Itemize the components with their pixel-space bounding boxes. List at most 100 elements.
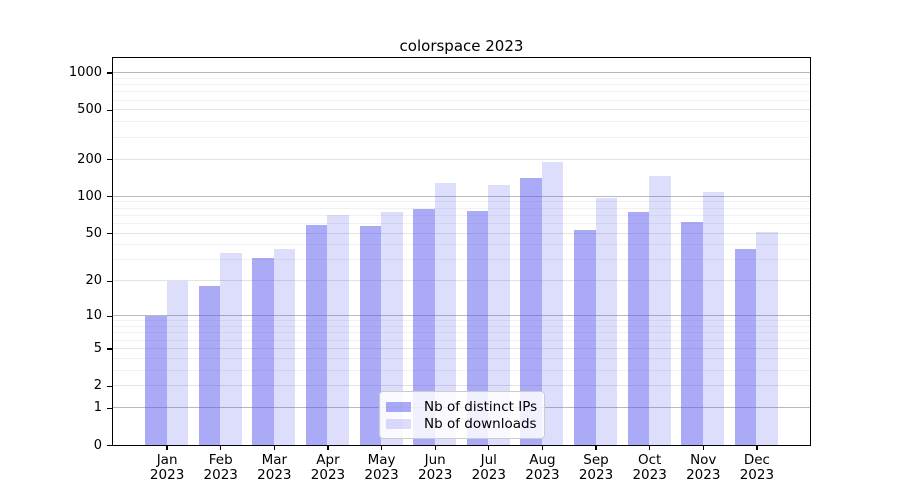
legend: Nb of distinct IPs Nb of downloads: [379, 391, 545, 439]
gridline: [113, 232, 810, 234]
x-tick-label: Jun 2023: [418, 451, 453, 483]
y-tick: [106, 407, 113, 409]
bar-downloads: [649, 175, 671, 445]
gridline: [113, 332, 810, 334]
x-tick: [434, 445, 436, 450]
legend-swatch-downloads: [386, 418, 411, 429]
x-tick-label: Oct 2023: [632, 451, 667, 483]
bar-downloads: [488, 185, 510, 445]
x-tick: [595, 445, 597, 450]
y-tick-label: 100: [77, 188, 102, 204]
y-tick: [106, 158, 113, 161]
gridline: [113, 339, 810, 341]
y-tick-label: 0: [93, 437, 102, 453]
gridline: [113, 357, 810, 359]
y-tick-label: 1: [93, 400, 102, 416]
x-tick-label: May 2023: [364, 451, 399, 483]
x-tick: [541, 445, 544, 450]
bar-distinct-ips: [198, 286, 221, 445]
legend-label-distinct-ips: Nb of distinct IPs: [424, 399, 538, 416]
gridline: [113, 201, 810, 203]
x-tick: [488, 445, 490, 450]
x-tick-label: Jul 2023: [471, 451, 506, 483]
x-tick-label: Dec 2023: [739, 451, 775, 483]
bar-distinct-ips: [252, 258, 274, 445]
legend-swatch-distinct-ips: [386, 402, 411, 413]
gridline: [113, 91, 810, 93]
y-tick-label: 20: [85, 273, 102, 289]
gridline: [113, 195, 810, 197]
bar-downloads: [166, 280, 189, 445]
gridline: [113, 320, 810, 322]
bar-distinct-ips: [413, 209, 435, 445]
x-tick: [166, 445, 168, 450]
bar-downloads: [756, 232, 778, 445]
bar-downloads: [702, 191, 725, 445]
gridline: [113, 109, 810, 111]
bar-distinct-ips: [359, 226, 382, 445]
x-tick: [220, 445, 222, 450]
x-tick-label: Sep 2023: [578, 451, 614, 483]
gridline: [113, 207, 810, 209]
legend-item-distinct-ips: Nb of distinct IPs: [386, 399, 538, 416]
y-tick-label: 500: [77, 102, 102, 118]
y-tick: [106, 72, 113, 74]
x-tick-label: Feb 2023: [203, 451, 238, 483]
gridline: [113, 99, 810, 101]
plot-area: [112, 57, 811, 446]
gridline: [113, 214, 810, 216]
bar-downloads: [327, 215, 349, 445]
gridline: [113, 280, 810, 282]
bar-distinct-ips: [145, 315, 167, 445]
y-tick: [106, 196, 113, 198]
gridline: [113, 369, 810, 371]
x-tick: [380, 445, 383, 450]
legend-label-downloads: Nb of downloads: [424, 415, 537, 432]
bar-downloads: [381, 211, 403, 445]
bar-distinct-ips: [681, 221, 703, 445]
gridline: [113, 136, 810, 138]
gridline: [113, 259, 810, 261]
x-tick-label: Jan 2023: [149, 451, 185, 483]
gridline: [113, 84, 810, 86]
y-tick-label: 50: [85, 225, 102, 241]
y-tick-label: 1000: [68, 65, 102, 81]
y-tick: [106, 348, 113, 350]
y-tick-label: 200: [77, 151, 102, 167]
gridline: [113, 158, 810, 160]
gridline: [113, 326, 810, 328]
bar-downloads: [595, 198, 617, 445]
bar-distinct-ips: [574, 229, 596, 445]
y-tick: [106, 109, 113, 112]
x-tick: [702, 445, 704, 450]
gridline: [113, 222, 810, 224]
gridline: [113, 347, 810, 349]
bar-downloads: [220, 253, 242, 445]
legend-item-downloads: Nb of downloads: [386, 415, 537, 433]
y-tick-label: 2: [93, 378, 102, 394]
bar-distinct-ips: [627, 212, 650, 445]
x-tick-label: Aug 2023: [525, 451, 560, 483]
bar-distinct-ips: [520, 178, 542, 445]
y-tick: [106, 315, 113, 317]
x-tick-label: Mar 2023: [257, 451, 292, 483]
x-tick: [649, 445, 651, 450]
y-tick: [106, 385, 113, 387]
chart-title: colorspace 2023: [399, 37, 524, 55]
x-tick-label: Nov 2023: [686, 451, 721, 483]
y-tick: [106, 280, 113, 283]
y-tick-label: 10: [85, 308, 102, 324]
gridline: [113, 77, 810, 79]
y-tick-label: 5: [93, 340, 102, 356]
gridline: [113, 72, 810, 74]
gridline: [113, 385, 810, 387]
bar-downloads: [434, 183, 457, 445]
bar-downloads: [541, 162, 564, 445]
y-tick: [106, 232, 113, 235]
gridline: [113, 244, 810, 246]
gridline: [113, 315, 810, 317]
x-tick: [327, 445, 329, 450]
y-tick: [106, 444, 113, 447]
gridline: [113, 121, 810, 123]
